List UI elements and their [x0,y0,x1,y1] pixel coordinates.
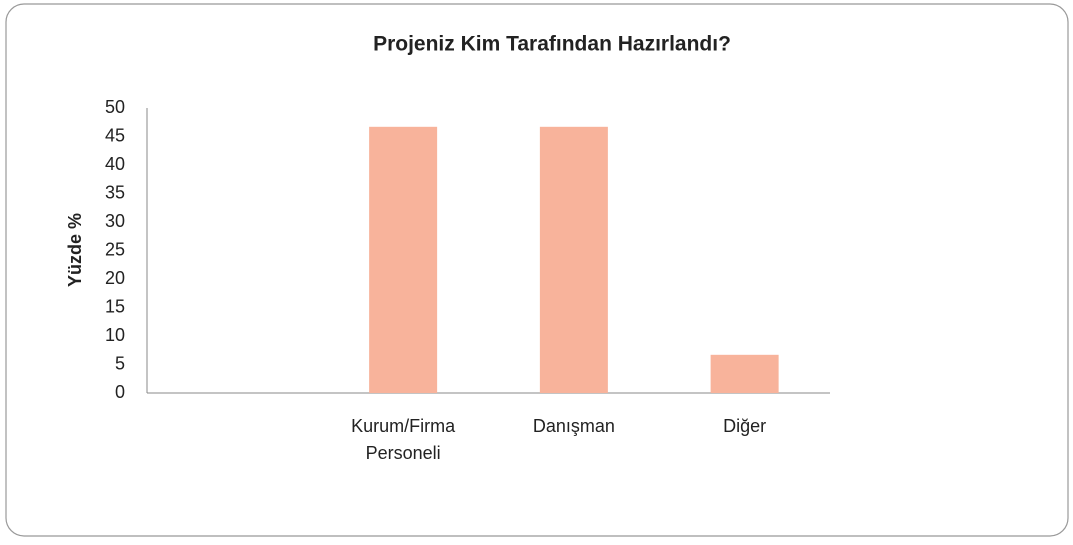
y-tick-label: 35 [105,182,125,202]
x-tick-label: Diğer [723,416,766,436]
bar [539,126,608,393]
y-tick-label: 50 [105,97,125,117]
y-tick-label: 30 [105,211,125,231]
x-tick-label: Danışman [533,416,615,436]
chart-title: Projeniz Kim Tarafından Hazırlandı? [373,33,731,56]
y-tick-label: 25 [105,239,125,259]
bar [710,354,779,393]
chart-frame [5,3,1069,537]
y-tick-label: 10 [105,325,125,345]
y-tick-label: 20 [105,268,125,288]
y-tick-label: 0 [115,382,125,402]
y-tick-label: 40 [105,154,125,174]
y-tick-label: 45 [105,125,125,145]
x-tick-label: Kurum/Firma Personeli [351,416,456,463]
y-tick-label: 5 [115,353,125,373]
y-axis-label: Yüzde % [65,213,85,287]
bar [369,126,438,393]
y-tick-label: 15 [105,296,125,316]
